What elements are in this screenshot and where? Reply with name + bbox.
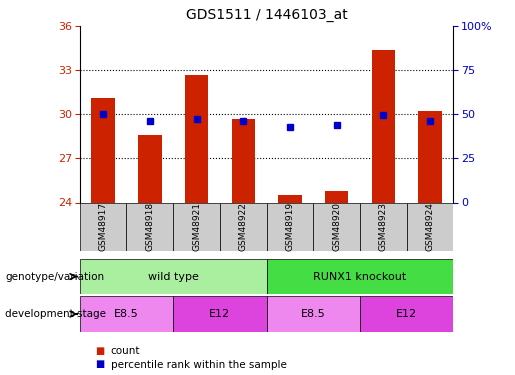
Bar	[267, 202, 313, 251]
Text: GSM48923: GSM48923	[379, 202, 388, 251]
Bar	[232, 119, 255, 202]
Bar	[371, 50, 395, 202]
Title: GDS1511 / 1446103_at: GDS1511 / 1446103_at	[185, 9, 348, 22]
Bar	[313, 202, 360, 251]
Bar	[80, 202, 127, 251]
Text: ■: ■	[95, 346, 105, 355]
Bar	[267, 259, 453, 294]
Bar	[267, 296, 360, 332]
Bar	[80, 259, 267, 294]
Bar	[92, 98, 115, 202]
Text: genotype/variation: genotype/variation	[5, 272, 104, 282]
Text: GSM48918: GSM48918	[145, 202, 154, 251]
Bar	[185, 75, 208, 202]
Text: E12: E12	[396, 309, 417, 319]
Text: GSM48921: GSM48921	[192, 202, 201, 251]
Text: GSM48924: GSM48924	[425, 202, 434, 251]
Text: count: count	[111, 346, 140, 355]
Bar	[418, 111, 441, 202]
Text: GSM48922: GSM48922	[238, 202, 248, 251]
Bar	[360, 202, 406, 251]
Text: development stage: development stage	[5, 309, 106, 319]
Bar	[80, 296, 173, 332]
Bar	[173, 296, 267, 332]
Text: ■: ■	[95, 360, 105, 369]
Bar	[127, 202, 173, 251]
Text: E12: E12	[209, 309, 230, 319]
Text: GSM48920: GSM48920	[332, 202, 341, 251]
Bar	[325, 191, 348, 202]
Text: percentile rank within the sample: percentile rank within the sample	[111, 360, 287, 369]
Text: GSM48917: GSM48917	[99, 202, 108, 251]
Bar	[278, 195, 301, 202]
Bar	[360, 296, 453, 332]
Bar	[138, 135, 162, 202]
Text: GSM48919: GSM48919	[285, 202, 295, 251]
Bar	[220, 202, 267, 251]
Text: wild type: wild type	[148, 272, 199, 282]
Bar	[173, 202, 220, 251]
Bar	[406, 202, 453, 251]
Text: RUNX1 knockout: RUNX1 knockout	[313, 272, 406, 282]
Text: E8.5: E8.5	[114, 309, 139, 319]
Text: E8.5: E8.5	[301, 309, 325, 319]
